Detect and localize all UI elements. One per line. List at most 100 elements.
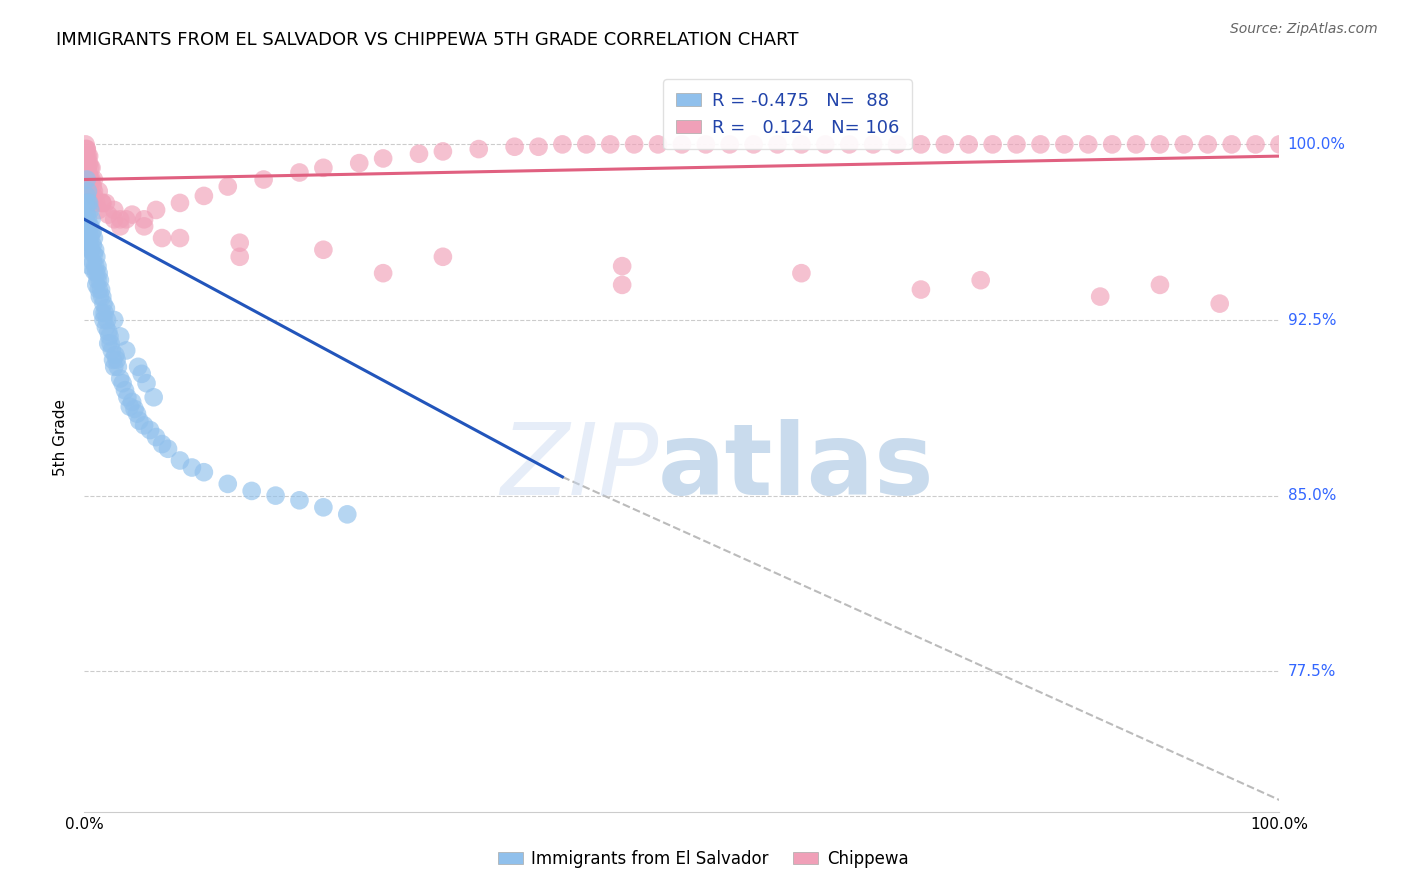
Point: [77, 172, 100, 186]
Point: [77, 195, 100, 210]
Text: atlas: atlas: [658, 418, 935, 516]
Point: [97, 336, 120, 351]
Point: [89, 273, 111, 287]
Point: [75, 142, 97, 156]
Point: [373, 152, 395, 166]
Point: [101, 352, 124, 367]
Legend: Immigrants from El Salvador, Chippewa: Immigrants from El Salvador, Chippewa: [491, 844, 915, 875]
Point: [349, 156, 371, 170]
Point: [79, 172, 101, 186]
Point: [86, 259, 108, 273]
Point: [75, 165, 97, 179]
Point: [86, 250, 108, 264]
Point: [79, 259, 101, 273]
Point: [76, 149, 98, 163]
Point: [1077, 137, 1099, 152]
Point: [76, 156, 98, 170]
Point: [142, 390, 165, 404]
Point: [86, 277, 108, 292]
Point: [101, 343, 124, 358]
Point: [77, 219, 100, 234]
Point: [468, 142, 491, 156]
Point: [612, 259, 634, 273]
Point: [77, 170, 100, 185]
Point: [100, 336, 122, 351]
Point: [75, 149, 97, 163]
Point: [105, 352, 128, 367]
Point: [150, 231, 173, 245]
Point: [1125, 137, 1147, 152]
Point: [118, 400, 141, 414]
Point: [432, 145, 454, 159]
Point: [336, 508, 359, 522]
Point: [76, 142, 98, 156]
Point: [91, 195, 114, 210]
Point: [132, 418, 156, 433]
Point: [981, 137, 1004, 152]
Point: [107, 359, 129, 374]
Point: [86, 195, 108, 210]
Text: 85.0%: 85.0%: [1288, 488, 1336, 503]
Point: [91, 289, 114, 303]
Point: [264, 489, 287, 503]
Point: [91, 195, 114, 210]
Point: [110, 329, 132, 343]
Point: [97, 208, 120, 222]
Point: [87, 184, 110, 198]
Point: [104, 348, 127, 362]
Point: [89, 289, 111, 303]
Point: [838, 137, 860, 152]
Point: [139, 423, 162, 437]
Point: [82, 224, 104, 238]
Legend: R = -0.475   N=  88, R =   0.124   N= 106: R = -0.475 N= 88, R = 0.124 N= 106: [664, 79, 912, 149]
Point: [87, 283, 110, 297]
Point: [229, 250, 252, 264]
Point: [1244, 137, 1267, 152]
Point: [312, 500, 335, 515]
Point: [93, 313, 115, 327]
Point: [131, 367, 153, 381]
Point: [169, 231, 191, 245]
Point: [910, 137, 932, 152]
Point: [83, 247, 105, 261]
Point: [93, 296, 115, 310]
Point: [82, 179, 104, 194]
Point: [970, 273, 993, 287]
Point: [132, 219, 156, 234]
Point: [86, 273, 108, 287]
Point: [814, 137, 837, 152]
Point: [80, 161, 103, 175]
Point: [1149, 277, 1171, 292]
Point: [742, 137, 765, 152]
Point: [115, 343, 138, 358]
Point: [76, 227, 98, 241]
Point: [77, 184, 100, 198]
Text: 100.0%: 100.0%: [1288, 136, 1346, 152]
Point: [96, 313, 118, 327]
Text: ZIP: ZIP: [499, 418, 658, 516]
Point: [80, 227, 103, 241]
Point: [86, 266, 108, 280]
Point: [75, 212, 97, 227]
Point: [110, 219, 132, 234]
Point: [80, 243, 103, 257]
Point: [288, 165, 311, 179]
Point: [91, 306, 114, 320]
Point: [75, 195, 97, 210]
Point: [169, 195, 191, 210]
Point: [79, 161, 101, 175]
Point: [76, 208, 98, 222]
Point: [79, 202, 101, 217]
Point: [551, 137, 574, 152]
Point: [79, 184, 101, 198]
Point: [76, 172, 98, 186]
Point: [503, 139, 526, 153]
Point: [111, 376, 134, 391]
Point: [79, 219, 101, 234]
Point: [77, 195, 100, 210]
Point: [217, 476, 239, 491]
Point: [288, 493, 311, 508]
Point: [312, 161, 335, 175]
Point: [83, 264, 105, 278]
Point: [181, 460, 204, 475]
